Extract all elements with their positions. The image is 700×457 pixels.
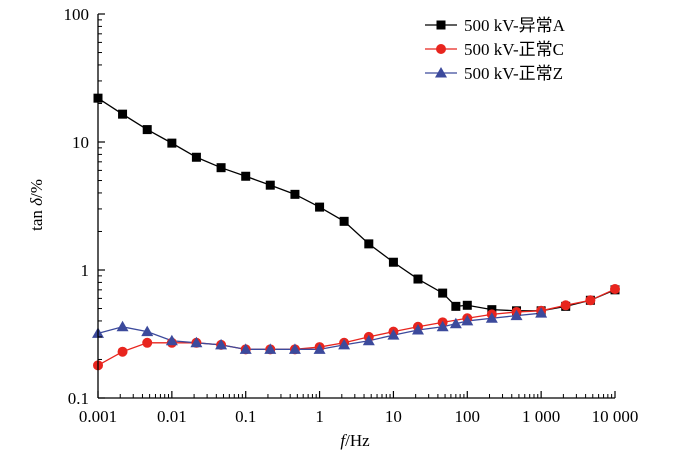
data-point-series-1: [438, 288, 448, 298]
data-point-series-3: [338, 338, 351, 350]
y-tick-label: 100: [64, 5, 90, 24]
data-point-series-3: [362, 334, 375, 346]
legend-label-3: 500 kV-正常Z: [464, 64, 563, 83]
y-axis-title: tan δ/%: [27, 179, 46, 231]
x-tick-label: 0.1: [235, 407, 256, 426]
data-point-series-3: [264, 343, 277, 354]
data-point-series-3: [510, 309, 523, 321]
x-tick-label: 1: [315, 407, 324, 426]
axes: 0.001 0.01 0.1 1 10 100 1 000 10 000 0.1 1 10 100: [64, 5, 639, 426]
data-point-series-3: [387, 329, 400, 340]
data-point-series-1: [413, 274, 423, 284]
x-tick-label: 0.01: [157, 407, 187, 426]
data-point-series-1: [118, 109, 128, 119]
x-tick-label: 0.001: [79, 407, 117, 426]
data-point-series-1: [339, 216, 349, 226]
data-point-series-1: [451, 301, 461, 311]
legend: 500 kV-异常A 500 kV-正常C 500 kV-正常Z: [425, 16, 566, 83]
data-point-series-3: [239, 343, 252, 354]
data-point-series-1: [315, 202, 325, 212]
data-point-series-3: [485, 312, 498, 323]
data-point-series-1: [167, 138, 177, 148]
data-point-series-2: [610, 284, 620, 295]
data-point-series-3: [116, 320, 129, 332]
data-point-series-3: [449, 317, 462, 329]
data-point-series-1: [216, 163, 226, 173]
x-tick-label: 1 000: [522, 407, 560, 426]
data-point-series-1: [388, 257, 398, 267]
data-point-series-3: [141, 325, 154, 337]
data-point-series-1: [364, 239, 374, 249]
data-point-series-1: [290, 189, 300, 199]
data-point-series-2: [585, 295, 596, 306]
data-point-series-1: [462, 300, 472, 310]
data-point-series-2: [142, 337, 153, 348]
x-tick-label: 10 000: [592, 407, 639, 426]
series-line-2: [97, 288, 616, 366]
data-point-series-1: [142, 125, 152, 135]
x-tick-label: 10: [385, 407, 402, 426]
legend-marker-2: [436, 44, 446, 54]
legend-marker-1: [436, 20, 446, 30]
data-point-series-3: [288, 343, 301, 354]
legend-label-1: 500 kV-异常A: [464, 16, 566, 35]
data-point-series-3: [535, 307, 548, 318]
legend-label-2: 500 kV-正常C: [464, 40, 564, 59]
data-point-series-2: [117, 346, 128, 357]
data-point-series-1: [191, 152, 201, 162]
data-point-series-1: [265, 180, 275, 190]
x-axis-title: f/Hz: [340, 431, 370, 450]
series-line-1: [97, 97, 616, 312]
data-point-series-2: [560, 300, 571, 311]
legend-marker-3: [435, 67, 447, 78]
data-point-series-3: [436, 320, 449, 332]
data-point-series-1: [241, 171, 251, 181]
plot-area: [92, 93, 620, 371]
y-tick-label: 1: [81, 261, 90, 280]
x-tick-label: 100: [455, 407, 481, 426]
data-point-series-3: [411, 323, 424, 335]
data-point-series-3: [313, 343, 326, 354]
y-tick-label: 0.1: [68, 389, 89, 408]
data-point-series-3: [165, 334, 178, 346]
data-point-series-3: [215, 338, 228, 350]
data-point-series-3: [461, 314, 474, 326]
y-tick-label: 10: [72, 133, 89, 152]
data-point-series-3: [190, 336, 203, 348]
